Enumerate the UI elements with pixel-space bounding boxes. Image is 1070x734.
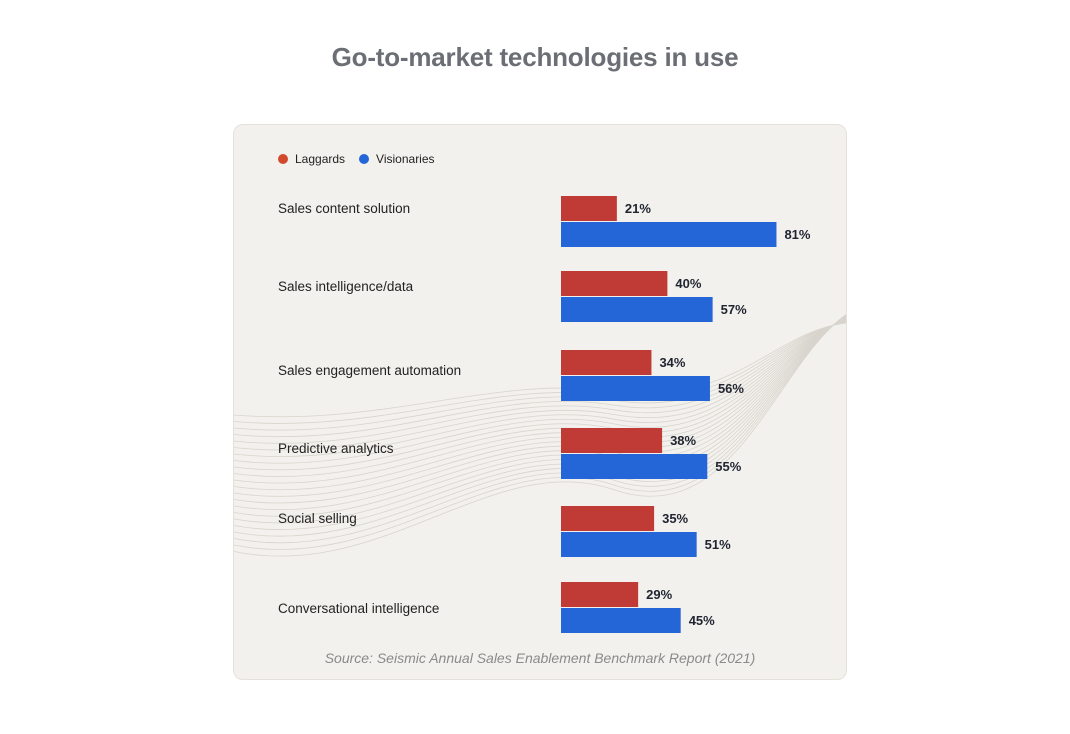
wave-line (234, 321, 846, 444)
wave-line (234, 319, 846, 464)
data-label: 57% (721, 302, 747, 317)
category-label: Social selling (278, 511, 357, 526)
legend-swatch-laggards (278, 154, 288, 164)
wave-line (234, 314, 846, 557)
chart-card: Laggards Visionaries Sales content solut… (233, 124, 847, 680)
legend: Laggards Visionaries (278, 152, 449, 166)
data-label: 35% (662, 511, 688, 526)
wave-line (234, 319, 846, 471)
bar-visionaries (561, 297, 713, 322)
bar-laggards (561, 428, 663, 453)
bar-laggards (561, 506, 655, 531)
category-label: Sales content solution (278, 201, 410, 216)
legend-label-laggards: Laggards (295, 152, 346, 166)
wave-line (234, 320, 846, 458)
category-label: Sales intelligence/data (278, 279, 414, 294)
legend-label-visionaries: Visionaries (376, 152, 435, 166)
wave-line (234, 320, 846, 451)
data-label: 51% (705, 537, 731, 552)
legend-item-visionaries: Visionaries (359, 152, 435, 166)
data-label: 34% (659, 355, 685, 370)
bar-visionaries (561, 608, 681, 633)
page-title: Go-to-market technologies in use (331, 42, 739, 72)
source-note: Source: Seismic Annual Sales Enablement … (324, 650, 756, 666)
data-label: 45% (689, 613, 715, 628)
category-label: Conversational intelligence (278, 601, 439, 616)
bar-laggards (561, 582, 639, 607)
bar-visionaries (561, 532, 697, 557)
bar-laggards (561, 196, 617, 221)
data-label: 38% (670, 433, 696, 448)
data-label: 21% (625, 201, 651, 216)
bar-chart: Sales content solution 21% 81% Sales intell… (278, 196, 811, 633)
category-label: Predictive analytics (278, 441, 394, 456)
category-label: Sales engagement automation (278, 363, 461, 378)
bar-laggards (561, 271, 668, 296)
data-label: 29% (646, 587, 672, 602)
data-label: 40% (675, 276, 701, 291)
bar-visionaries (561, 376, 710, 401)
bar-visionaries (561, 222, 777, 247)
wave-line (234, 315, 846, 544)
wave-line (234, 314, 846, 550)
data-label: 56% (718, 381, 744, 396)
legend-item-laggards: Laggards (278, 152, 345, 166)
legend-swatch-visionaries (359, 154, 370, 164)
wave-line (234, 321, 846, 438)
bar-visionaries (561, 454, 708, 479)
bar-laggards (561, 350, 652, 375)
data-label: 81% (784, 227, 810, 242)
data-label: 55% (715, 459, 741, 474)
